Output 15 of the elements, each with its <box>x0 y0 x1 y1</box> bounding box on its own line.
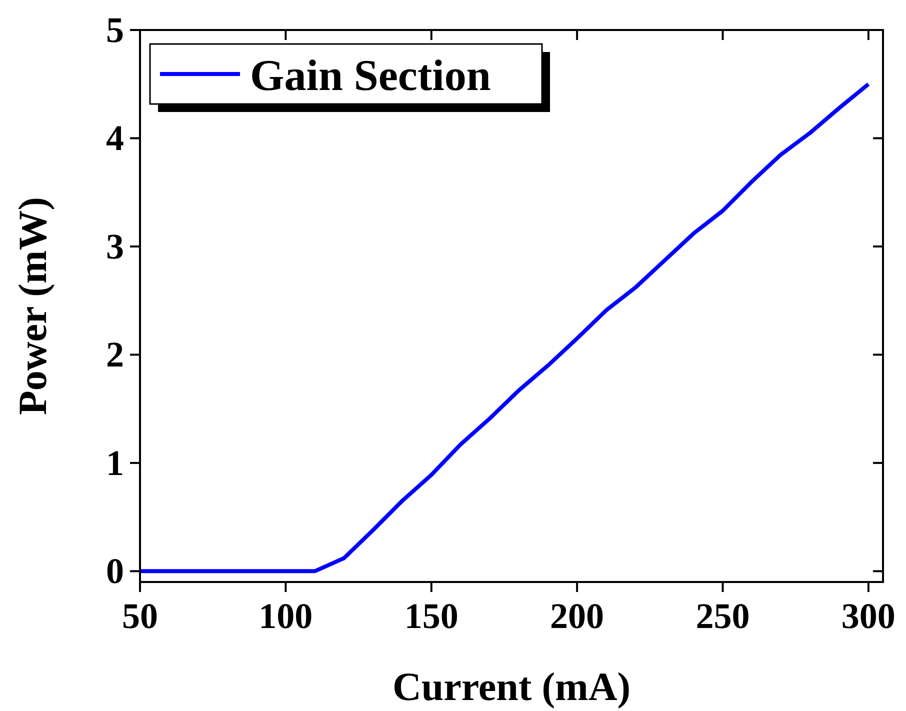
y-tick-label: 4 <box>106 118 124 158</box>
x-tick-label: 250 <box>696 596 750 636</box>
x-tick-label: 50 <box>122 596 158 636</box>
x-tick-label: 200 <box>550 596 604 636</box>
y-tick-label: 3 <box>106 226 124 266</box>
x-tick-label: 100 <box>258 596 313 636</box>
legend-label: Gain Section <box>250 51 491 100</box>
x-axis-title: Current (mA) <box>392 664 631 709</box>
y-tick-label: 0 <box>106 551 124 592</box>
x-tick-label: 150 <box>404 596 458 636</box>
x-tick-label: 300 <box>841 596 896 636</box>
y-tick-label: 2 <box>106 334 124 375</box>
y-axis-title: Power (mW) <box>10 196 55 416</box>
y-tick-label: 5 <box>106 10 124 50</box>
y-tick-label: 1 <box>106 442 124 483</box>
